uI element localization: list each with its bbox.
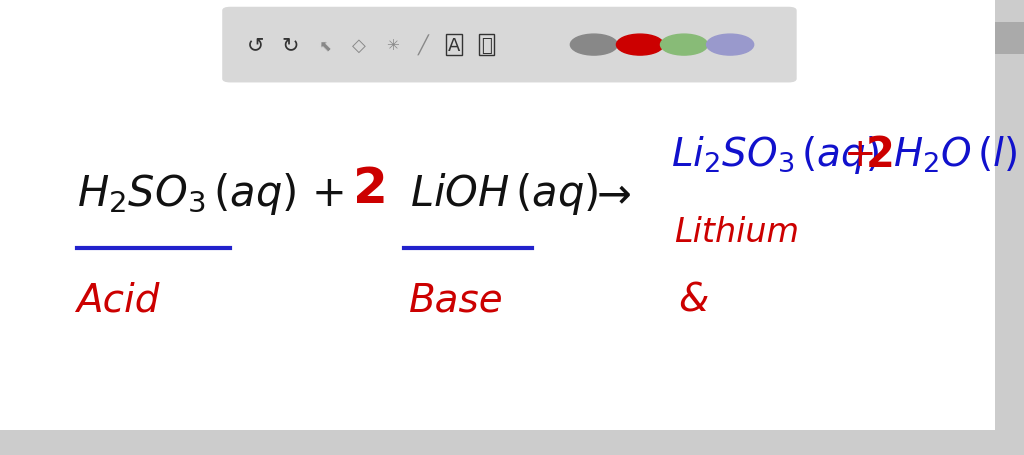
- Text: $+$: $+$: [311, 172, 344, 214]
- Text: ⛰: ⛰: [481, 36, 492, 55]
- Text: $\mathbf{2}$: $\mathbf{2}$: [352, 165, 385, 213]
- Bar: [995, 0, 1024, 430]
- Circle shape: [616, 35, 664, 56]
- Text: Acid: Acid: [76, 281, 160, 319]
- Text: $LiOH\,(aq)$: $LiOH\,(aq)$: [410, 171, 598, 216]
- Text: $\rightarrow$: $\rightarrow$: [588, 172, 631, 214]
- Text: ↺: ↺: [247, 35, 265, 56]
- FancyBboxPatch shape: [222, 8, 797, 83]
- Text: ◇: ◇: [351, 36, 366, 55]
- Text: $\mathbf{2}$: $\mathbf{2}$: [865, 134, 892, 176]
- Circle shape: [660, 35, 708, 56]
- Text: Lithium: Lithium: [674, 216, 799, 248]
- Text: $Li_2SO_3\,(aq)$: $Li_2SO_3\,(aq)$: [671, 134, 879, 176]
- Text: ⬆: ⬆: [315, 35, 336, 56]
- Text: A: A: [447, 36, 460, 55]
- Circle shape: [707, 35, 754, 56]
- Text: ↻: ↻: [281, 35, 299, 56]
- Text: $+$: $+$: [843, 136, 873, 174]
- Bar: [995, 23, 1024, 55]
- Text: ✳: ✳: [386, 38, 398, 53]
- Text: &: &: [678, 281, 709, 319]
- Text: ╱: ╱: [418, 35, 428, 56]
- Circle shape: [570, 35, 617, 56]
- Text: $H_2O\,(l)$: $H_2O\,(l)$: [893, 135, 1017, 175]
- Bar: [0, 430, 1024, 455]
- Text: $H_2SO_3\,(aq)$: $H_2SO_3\,(aq)$: [77, 171, 296, 216]
- Text: Base: Base: [410, 281, 504, 319]
